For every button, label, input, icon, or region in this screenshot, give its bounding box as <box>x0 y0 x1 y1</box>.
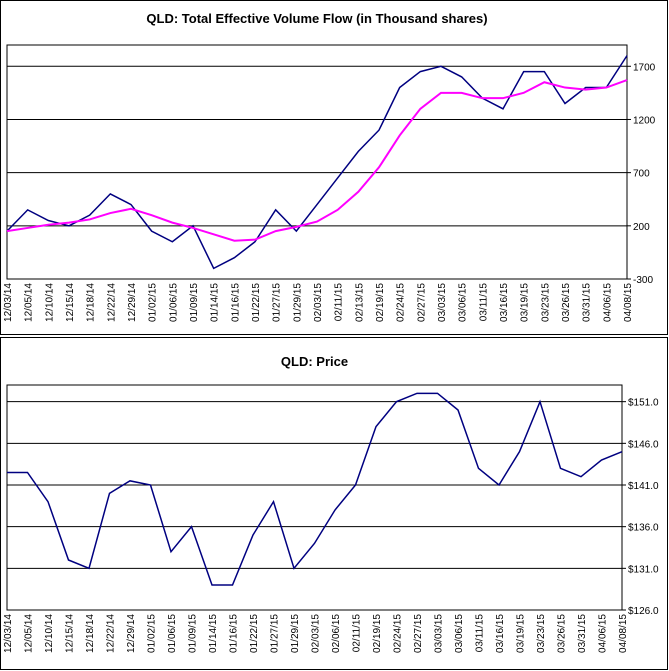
x-tick-label: 01/09/15 <box>189 283 200 322</box>
x-tick-label: 12/29/14 <box>127 283 138 322</box>
x-tick-label: 02/03/15 <box>313 283 324 322</box>
x-tick-label: 02/19/15 <box>375 283 386 322</box>
x-tick-label: 02/11/15 <box>352 614 363 653</box>
x-tick-label: 12/22/14 <box>106 614 117 653</box>
y-tick-label: 700 <box>633 169 650 180</box>
x-tick-label: 01/14/15 <box>208 614 219 653</box>
x-tick-label: 03/11/15 <box>478 283 489 322</box>
x-tick-label: 12/29/14 <box>126 614 137 653</box>
series-line <box>6 79 628 242</box>
x-tick-label: 02/11/15 <box>334 283 345 322</box>
x-tick-label: 03/26/15 <box>561 283 572 322</box>
x-tick-label: 03/03/15 <box>434 614 445 653</box>
y-tick-label: -300 <box>633 275 653 286</box>
x-tick-label: 02/27/15 <box>413 614 424 653</box>
x-tick-label: 01/16/15 <box>230 283 241 322</box>
x-tick-label: 12/22/14 <box>106 283 117 322</box>
x-tick-label: 04/08/15 <box>623 283 634 322</box>
x-tick-label: 02/24/15 <box>396 283 407 322</box>
x-tick-label: 02/24/15 <box>393 614 404 653</box>
x-tick-label: 12/03/14 <box>3 614 14 653</box>
y-tick-label: $131.0 <box>628 564 659 575</box>
x-tick-label: 03/06/15 <box>454 614 465 653</box>
x-tick-label: 01/09/15 <box>188 614 199 653</box>
x-tick-label: 12/18/14 <box>86 283 97 322</box>
y-tick-label: 1200 <box>633 115 656 126</box>
x-tick-label: 12/05/14 <box>24 614 35 653</box>
x-tick-label: 02/06/15 <box>331 614 342 653</box>
x-tick-label: 03/03/15 <box>437 283 448 322</box>
series-line <box>7 392 623 586</box>
x-tick-label: 01/14/15 <box>210 283 221 322</box>
x-tick-label: 12/18/14 <box>85 614 96 653</box>
x-tick-label: 12/05/14 <box>24 283 35 322</box>
x-tick-label: 03/31/15 <box>582 283 593 322</box>
x-tick-label: 03/16/15 <box>499 283 510 322</box>
x-tick-label: 12/15/14 <box>65 614 76 653</box>
y-tick-label: $126.0 <box>628 606 659 617</box>
x-tick-label: 03/06/15 <box>458 283 469 322</box>
x-tick-label: 01/22/15 <box>249 614 260 653</box>
x-tick-label: 02/13/15 <box>354 283 365 322</box>
x-tick-label: 02/03/15 <box>311 614 322 653</box>
x-tick-label: 04/08/15 <box>618 614 629 653</box>
x-tick-label: 01/06/15 <box>167 614 178 653</box>
x-tick-label: 01/27/15 <box>270 614 281 653</box>
x-tick-label: 03/23/15 <box>536 614 547 653</box>
x-tick-label: 12/10/14 <box>44 614 55 653</box>
x-tick-label: 03/23/15 <box>540 283 551 322</box>
x-tick-label: 02/27/15 <box>416 283 427 322</box>
x-tick-label: 01/27/15 <box>272 283 283 322</box>
series-line <box>6 55 628 270</box>
y-tick-label: $141.0 <box>628 481 659 492</box>
x-tick-label: 01/29/15 <box>290 614 301 653</box>
x-tick-label: 03/19/15 <box>516 614 527 653</box>
x-tick-label: 01/29/15 <box>292 283 303 322</box>
x-tick-label: 01/22/15 <box>251 283 262 322</box>
x-tick-label: 12/03/14 <box>3 283 14 322</box>
x-tick-label: 03/19/15 <box>520 283 531 322</box>
x-tick-label: 03/31/15 <box>577 614 588 653</box>
y-tick-label: $151.0 <box>628 398 659 409</box>
x-tick-label: 04/06/15 <box>598 614 609 653</box>
x-tick-label: 01/02/15 <box>148 283 159 322</box>
x-tick-label: 01/02/15 <box>147 614 158 653</box>
x-tick-label: 03/11/15 <box>475 614 486 653</box>
y-tick-label: $146.0 <box>628 439 659 450</box>
x-tick-label: 12/15/14 <box>65 283 76 322</box>
chart-title: QLD: Total Effective Volume Flow (in Tho… <box>146 11 487 26</box>
x-tick-label: 01/16/15 <box>229 614 240 653</box>
x-tick-label: 03/26/15 <box>557 614 568 653</box>
y-tick-label: $136.0 <box>628 523 659 534</box>
panel-frame <box>0 337 668 670</box>
y-tick-label: 200 <box>633 222 650 233</box>
x-tick-label: 12/10/14 <box>44 283 55 322</box>
chart-title: QLD: Price <box>281 354 348 369</box>
y-tick-label: 1700 <box>633 62 656 73</box>
x-tick-label: 01/06/15 <box>168 283 179 322</box>
x-tick-label: 04/06/15 <box>602 283 613 322</box>
x-tick-label: 03/16/15 <box>495 614 506 653</box>
x-tick-label: 02/19/15 <box>372 614 383 653</box>
